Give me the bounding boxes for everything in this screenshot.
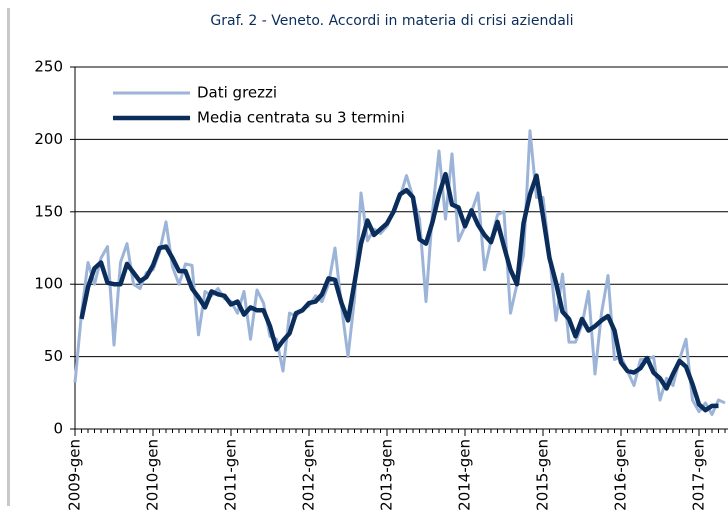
x-tick-label: 2011-gen [222, 439, 240, 511]
x-tick-label: 2014-gen [456, 439, 474, 511]
chart-title: Graf. 2 - Veneto. Accordi in materia di … [210, 13, 573, 29]
x-tick-label: 2016-gen [612, 439, 630, 511]
x-tick-label: 2012-gen [300, 439, 318, 511]
y-tick-label: 100 [34, 275, 63, 293]
y-tick-label: 50 [44, 347, 63, 365]
y-tick-label: 250 [34, 58, 63, 76]
y-tick-label: 200 [34, 130, 63, 148]
left-border [7, 8, 10, 506]
legend-label: Dati grezzi [197, 84, 277, 102]
y-tick-label: 0 [53, 420, 63, 438]
x-tick-label: 2015-gen [534, 439, 552, 511]
x-tick-label: 2013-gen [378, 439, 396, 511]
series-line [79, 171, 719, 413]
x-tick-label: 2010-gen [144, 439, 162, 511]
x-tick-label: 2009-gen [66, 439, 84, 511]
x-tick-label: 2017-gen [690, 439, 708, 511]
legend-label: Media centrata su 3 termini [197, 109, 405, 127]
y-tick-label: 150 [34, 202, 63, 220]
